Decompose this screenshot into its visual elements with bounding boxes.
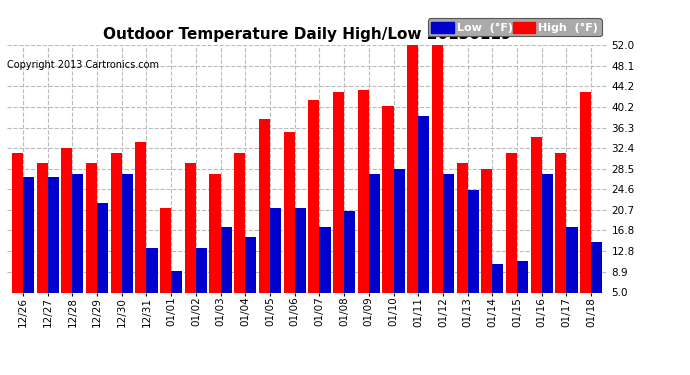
Text: Copyright 2013 Cartronics.com: Copyright 2013 Cartronics.com — [7, 60, 159, 70]
Bar — [517, 261, 528, 319]
Bar — [72, 174, 83, 319]
Bar — [308, 100, 319, 319]
Bar — [580, 92, 591, 319]
Bar — [432, 45, 443, 319]
Bar — [245, 237, 257, 319]
Bar — [566, 226, 578, 319]
Bar — [259, 119, 270, 319]
Bar — [443, 174, 454, 319]
Bar — [591, 243, 602, 319]
Bar — [146, 248, 157, 319]
Bar — [357, 90, 369, 319]
Bar — [407, 45, 418, 319]
Bar — [61, 148, 72, 319]
Bar — [468, 190, 479, 319]
Bar — [97, 203, 108, 319]
Bar — [171, 272, 182, 319]
Bar — [506, 153, 517, 319]
Bar — [369, 174, 380, 319]
Bar — [382, 105, 393, 319]
Bar — [185, 164, 196, 319]
Bar — [48, 177, 59, 319]
Bar — [493, 264, 504, 319]
Bar — [135, 142, 146, 319]
Bar — [555, 153, 566, 319]
Bar — [457, 164, 468, 319]
Bar — [319, 226, 331, 319]
Title: Outdoor Temperature Daily High/Low 20130119: Outdoor Temperature Daily High/Low 20130… — [103, 27, 511, 42]
Bar — [295, 208, 306, 319]
Bar — [542, 174, 553, 319]
Bar — [481, 169, 493, 319]
Bar — [393, 169, 404, 319]
Legend: Low  (°F), High  (°F): Low (°F), High (°F) — [428, 18, 602, 36]
Bar — [196, 248, 207, 319]
Bar — [333, 92, 344, 319]
Bar — [121, 174, 133, 319]
Bar — [531, 137, 542, 319]
Bar — [344, 211, 355, 319]
Bar — [23, 177, 34, 319]
Bar — [37, 164, 48, 319]
Bar — [12, 153, 23, 319]
Bar — [110, 153, 121, 319]
Bar — [86, 164, 97, 319]
Bar — [270, 208, 281, 319]
Bar — [210, 174, 221, 319]
Bar — [160, 208, 171, 319]
Bar — [284, 132, 295, 319]
Bar — [221, 226, 232, 319]
Bar — [418, 116, 429, 319]
Bar — [234, 153, 245, 319]
